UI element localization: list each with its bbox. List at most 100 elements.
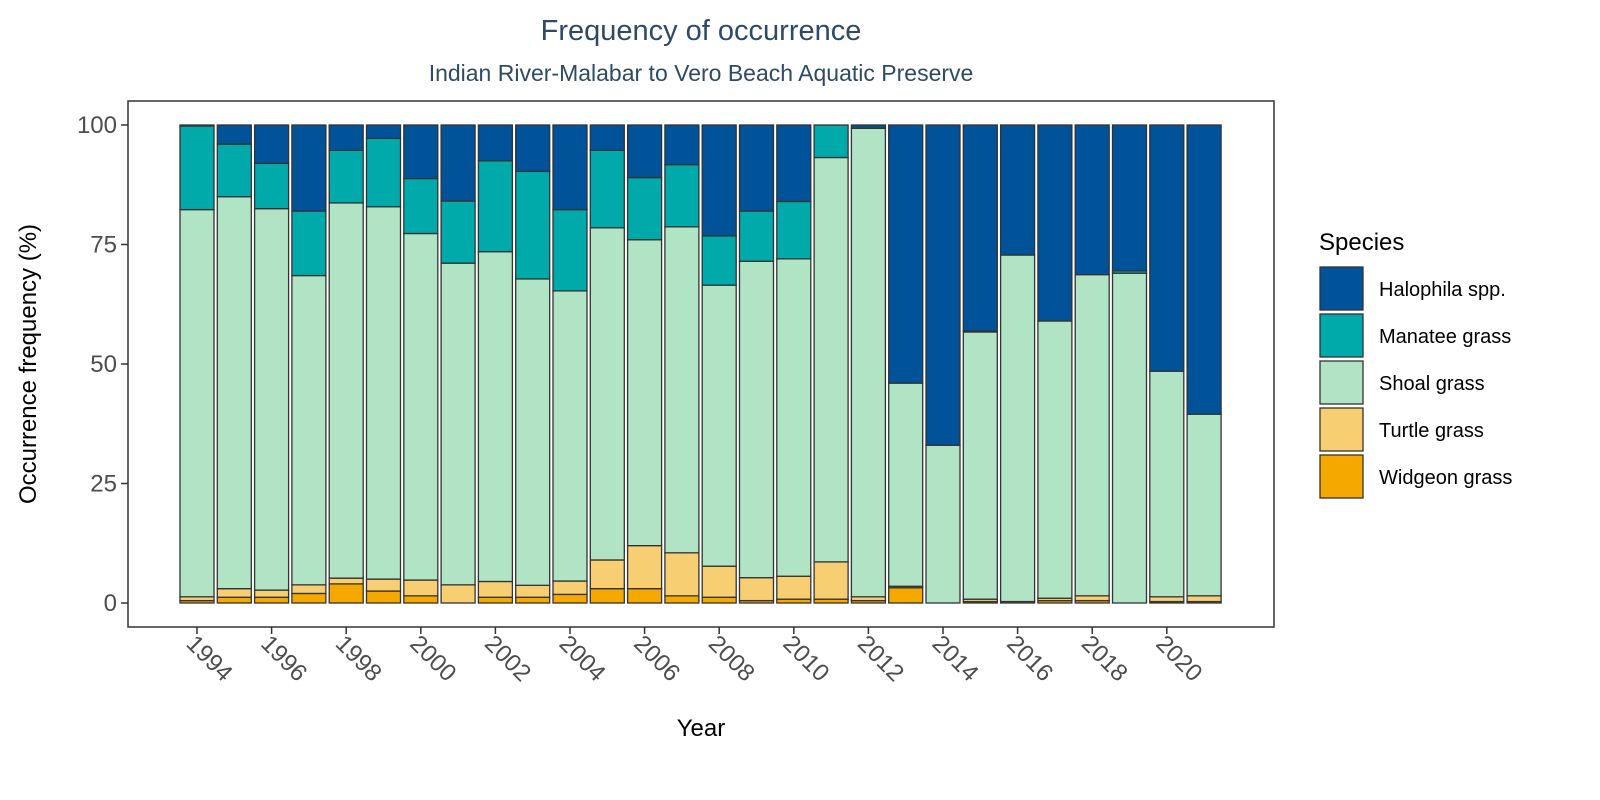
bars-layer [179,124,1222,604]
bar-manatee-grass-2004 [552,208,588,292]
bar-turtle-grass-2011 [813,561,849,600]
bar-halophila-spp-2014 [925,124,961,446]
x-tick-label-2000: 2000 [405,630,462,687]
bar-halophila-spp-2001 [440,124,476,202]
bar-manatee-grass-1994 [179,125,215,211]
bar-turtle-grass-2021 [1186,595,1222,603]
bar-turtle-grass-2000 [403,579,439,597]
bar-widgeon-grass-2006 [626,588,663,604]
bar-turtle-grass-2018 [1074,595,1110,602]
bar-widgeon-grass-2003 [515,596,551,604]
bar-shoal-grass-2017 [1037,320,1073,599]
legend-key-manatee-grass [1319,313,1364,358]
bar-halophila-spp-2002 [477,124,514,162]
bar-halophila-spp-2020 [1149,124,1185,372]
bar-halophila-spp-2003 [515,124,551,173]
bar-shoal-grass-2010 [776,258,812,577]
bar-turtle-grass-2002 [477,580,514,598]
bar-halophila-spp-2007 [664,124,700,166]
bar-manatee-grass-2009 [738,210,775,262]
bar-shoal-grass-2006 [626,239,663,547]
bar-shoal-grass-2021 [1186,413,1222,597]
legend-label-shoal-grass: Shoal grass [1379,373,1485,395]
bar-halophila-spp-2016 [999,124,1036,256]
bar-shoal-grass-2016 [999,254,1036,603]
bar-shoal-grass-2012 [850,127,887,598]
bar-shoal-grass-2002 [477,251,514,583]
bar-manatee-grass-2006 [626,176,663,241]
x-axis-title: Year [677,715,726,742]
bar-shoal-grass-2013 [888,382,924,587]
bar-manatee-grass-1998 [328,149,364,204]
bar-widgeon-grass-1997 [291,592,327,604]
bar-manatee-grass-2005 [589,149,625,229]
bar-shoal-grass-2014 [925,444,961,604]
bar-widgeon-grass-1995 [216,596,252,604]
y-tick-label-100: 100 [77,112,117,139]
y-axis-title: Occurrence frequency (%) [15,224,42,504]
bar-widgeon-grass-2002 [477,596,514,604]
x-tick-label-2006: 2006 [628,630,685,687]
bar-turtle-grass-1998 [328,577,364,585]
bar-halophila-spp-2018 [1074,124,1110,276]
bar-widgeon-grass-2005 [589,588,625,604]
bar-manatee-grass-2007 [664,164,700,228]
bar-turtle-grass-1997 [291,584,327,595]
bar-manatee-grass-1997 [291,210,327,277]
legend: Species Halophila spp. Manatee grass Shoal… [1319,229,1512,499]
x-tick-label-1998: 1998 [330,630,387,687]
bar-halophila-spp-1994 [179,124,215,127]
bar-turtle-grass-2003 [515,584,551,598]
bar-widgeon-grass-2008 [701,596,737,604]
bar-shoal-grass-2009 [738,260,775,579]
bar-manatee-grass-2000 [403,177,439,235]
bar-shoal-grass-1998 [328,202,364,579]
legend-key-shoal-grass [1319,360,1364,405]
y-axis: 0 25 50 75 100 [77,112,128,617]
bar-shoal-grass-2008 [701,284,737,567]
x-axis: 1994 1996 1998 2000 2002 2004 2006 2008 2010 2012… [181,627,1208,687]
bar-shoal-grass-1995 [216,196,252,590]
bar-turtle-grass-2006 [626,544,663,590]
bar-manatee-grass-2002 [477,160,514,253]
legend-label-widgeon-grass: Widgeon grass [1379,467,1512,489]
bar-widgeon-grass-1999 [365,590,402,604]
bar-shoal-grass-2015 [962,331,998,600]
bar-shoal-grass-2011 [813,156,849,563]
bar-manatee-grass-2001 [440,200,476,264]
x-tick-label-2010: 2010 [778,630,835,687]
bar-halophila-spp-2006 [626,124,663,179]
bar-halophila-spp-2013 [888,124,924,384]
legend-key-halophila-spp [1319,266,1364,311]
bar-shoal-grass-2003 [515,278,551,586]
bar-halophila-spp-1995 [216,124,252,145]
legend-key-widgeon-grass [1319,454,1364,499]
bar-shoal-grass-2019 [1111,272,1148,604]
bar-halophila-spp-2015 [962,124,998,332]
bar-halophila-spp-2012 [850,124,887,129]
bar-manatee-grass-1999 [365,137,402,208]
bar-turtle-grass-1996 [253,589,290,598]
bar-turtle-grass-2008 [701,565,737,598]
bar-turtle-grass-2020 [1149,596,1185,603]
bar-manatee-grass-1996 [253,162,290,210]
x-tick-label-1996: 1996 [255,630,312,687]
x-tick-label-2014: 2014 [927,630,984,687]
bar-turtle-grass-1999 [365,578,402,592]
legend-key-turtle-grass [1319,407,1364,452]
x-tick-label-2020: 2020 [1151,630,1208,687]
y-tick-label-0: 0 [104,590,117,617]
bar-halophila-spp-2004 [552,124,588,211]
bar-manatee-grass-1995 [216,143,252,198]
y-tick-label-75: 75 [90,232,117,259]
bar-shoal-grass-2005 [589,227,625,561]
bar-halophila-spp-2008 [701,124,737,237]
bar-shoal-grass-2007 [664,226,700,554]
bar-halophila-spp-1996 [253,124,290,164]
bar-turtle-grass-2010 [776,575,812,600]
bar-manatee-grass-2011 [813,124,849,159]
bar-halophila-spp-2021 [1186,124,1222,415]
bar-widgeon-grass-2000 [403,595,439,604]
bar-turtle-grass-2004 [552,580,588,596]
